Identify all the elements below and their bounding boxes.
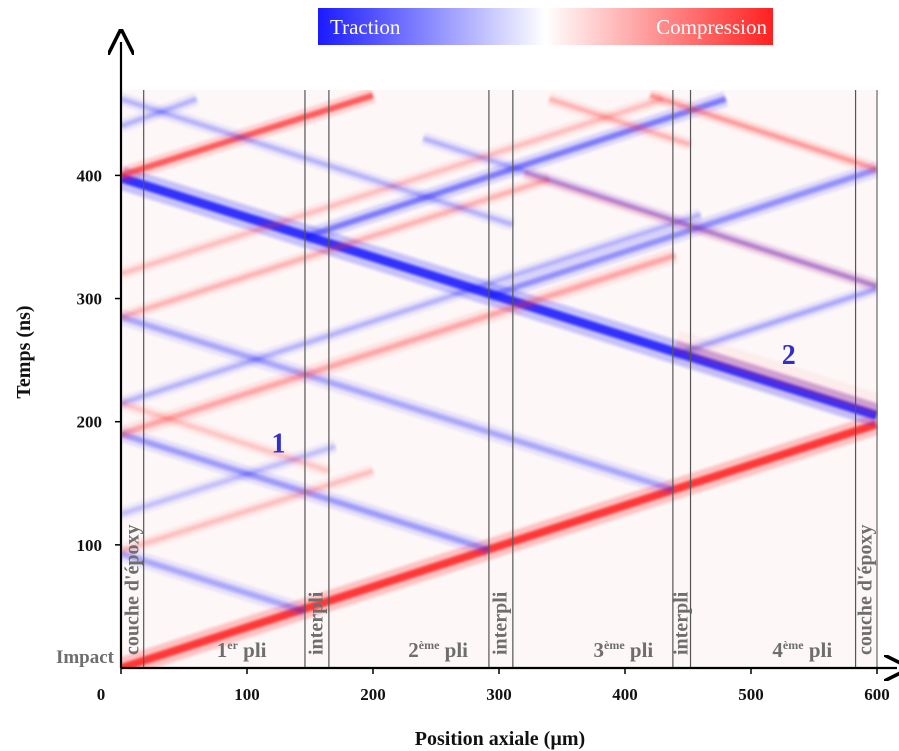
x-tick-label: 400 bbox=[612, 685, 638, 704]
colorbar: Traction Compression bbox=[318, 8, 773, 45]
impact-label: Impact bbox=[56, 647, 115, 668]
x-axis-title: Position axiale (µm) bbox=[415, 728, 585, 750]
y-tick-label: 100 bbox=[77, 536, 103, 555]
region-label-couche-d--poxy: couche d'époxy bbox=[855, 524, 877, 655]
y-tick-label: 400 bbox=[77, 166, 103, 185]
region-label-interpli: interpli bbox=[305, 591, 327, 655]
x-tick-label: 500 bbox=[738, 685, 764, 704]
y-tick-label: 300 bbox=[77, 290, 103, 309]
x-tick-label: 100 bbox=[234, 685, 260, 704]
heatmap-area bbox=[121, 90, 878, 668]
x-tick-label: 600 bbox=[864, 685, 890, 704]
wave-annotation-1: 1 bbox=[272, 428, 286, 459]
colorbar-traction-label: Traction bbox=[330, 15, 401, 39]
region-label-interpli: interpli bbox=[489, 591, 511, 655]
colorbar-compression-label: Compression bbox=[656, 15, 767, 39]
x-tick-label: 200 bbox=[360, 685, 386, 704]
y-axis-title: Temps (ns) bbox=[13, 305, 35, 398]
wave-annotation-2: 2 bbox=[782, 340, 796, 371]
x-tick-label: 300 bbox=[486, 685, 512, 704]
region-label-couche-d--poxy: couche d'époxy bbox=[121, 524, 143, 655]
region-label-pli: 1er pli bbox=[217, 638, 267, 662]
x-tick-label: 0 bbox=[97, 685, 106, 704]
region-label-interpli: interpli bbox=[671, 591, 693, 655]
y-tick-label: 200 bbox=[77, 413, 103, 432]
